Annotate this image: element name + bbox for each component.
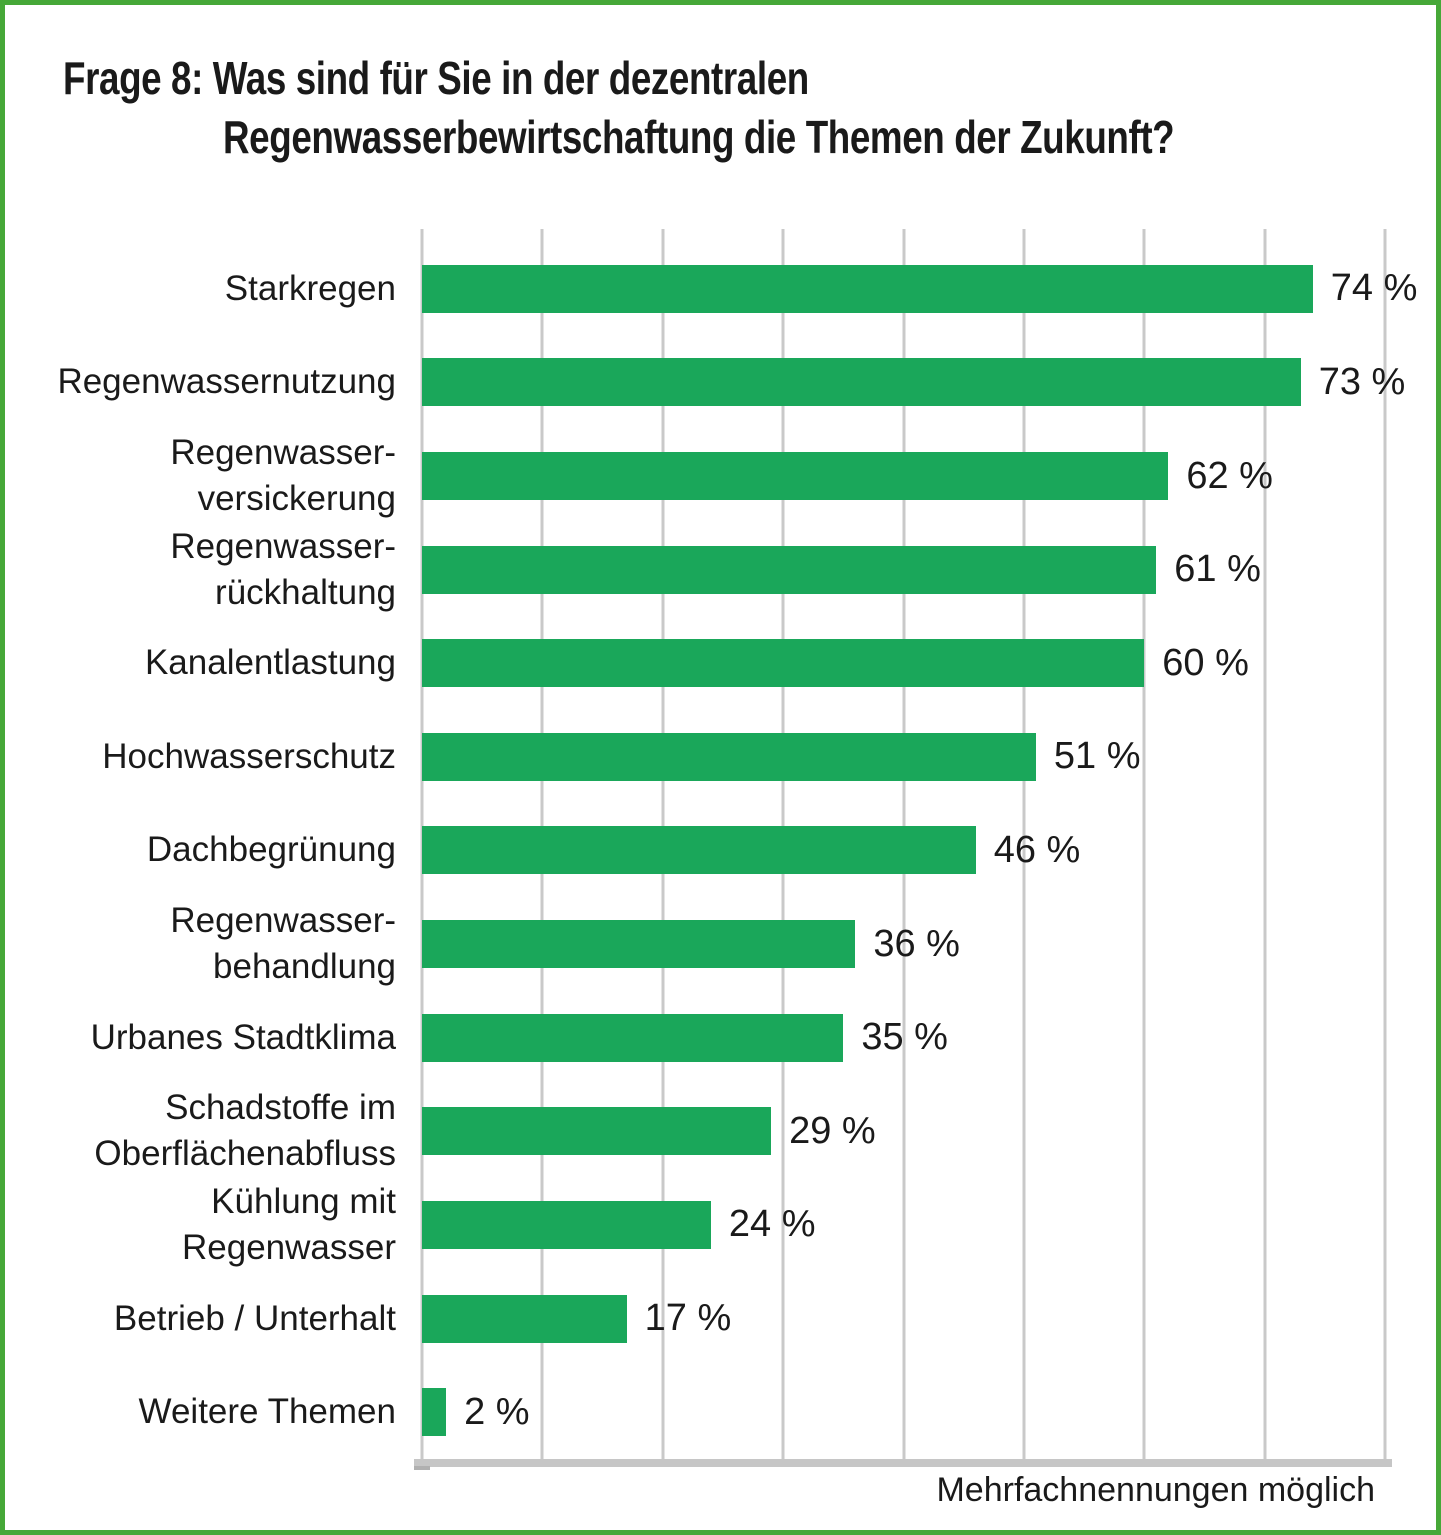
bar-row: Dachbegrünung 46 % [35,804,1385,898]
bar [422,826,976,875]
gridline [1022,229,1026,1460]
bar [422,1294,627,1343]
title-line-1: Frage 8: Was sind für Sie in der dezentr… [63,52,809,104]
bar-zone: 62 % [422,429,1385,523]
category-label: Kanalentlastung [144,643,396,683]
category-label: Regenwasser- versickerung [170,433,396,519]
bar-zone: 36 % [422,897,1385,991]
category-label: Weitere Themen [138,1392,396,1432]
page-title: Frage 8: Was sind für Sie in der dezentr… [63,49,1175,167]
bar-row: Regenwasser- rückhaltung 61 % [35,523,1385,617]
value-label: 2 % [464,1390,530,1433]
bar-zone: 29 % [422,1084,1385,1178]
value-label: 35 % [861,1016,948,1059]
bar [422,920,856,969]
category-label: Betrieb / Unterhalt [113,1298,396,1338]
bar-zone: 51 % [422,710,1385,804]
value-label: 60 % [1162,641,1249,684]
gridline [1263,229,1267,1460]
bar [422,264,1313,313]
bar [422,1013,844,1062]
bar-row: Regenwasser- behandlung 36 % [35,897,1385,991]
bar-row: Schadstoffe im Oberflächenabfluss 29 % [35,1084,1385,1178]
bar-zone: 46 % [422,804,1385,898]
value-label: 46 % [993,828,1081,871]
value-label: 62 % [1186,454,1273,497]
bar-row: Regenwasser- versickerung 62 % [35,429,1385,523]
category-label: Starkregen [224,268,396,308]
bar [422,1107,772,1156]
value-label: 61 % [1174,548,1261,591]
value-label: 74 % [1330,267,1418,310]
bar-row: Betrieb / Unterhalt 17 % [35,1272,1385,1366]
category-label: Hochwasserschutz [102,736,396,776]
bar-row: Kanalentlastung 60 % [35,616,1385,710]
gridline [1142,229,1146,1460]
bar-zone: 35 % [422,991,1385,1085]
bar-row: Regenwassernutzung 73 % [35,336,1405,430]
bar-zone: 74 % [422,242,1417,336]
bar-zone: 2 % [422,1365,1385,1459]
value-label: 24 % [728,1203,816,1246]
bar [422,1388,447,1437]
bar-zone: 24 % [422,1178,1385,1272]
bar-row: Urbanes Stadtklima 35 % [35,991,1385,1085]
bar [422,1200,711,1249]
value-label: 73 % [1318,360,1406,403]
bar-row: Starkregen 74 % [35,242,1417,336]
bar-zone: 60 % [422,616,1385,710]
bar-row: Kühlung mit Regenwasser 24 % [35,1178,1385,1272]
bar-zone: 61 % [422,523,1385,617]
footnote: Mehrfachnennungen möglich [936,1471,1375,1509]
bar [422,358,1301,407]
bar-zone: 17 % [422,1272,1385,1366]
title-line-2: Regenwasserbewirtschaftung die Themen de… [223,111,1175,163]
category-label: Schadstoffe im Oberflächenabfluss [94,1088,396,1174]
category-label: Urbanes Stadtklima [90,1017,396,1057]
value-label: 17 % [644,1297,732,1339]
bar-zone: 73 % [422,336,1405,430]
bar [422,639,1145,688]
bar-row: Weitere Themen 2 % [35,1365,1385,1459]
bar [422,732,1036,781]
value-label: 51 % [1053,735,1141,778]
category-label: Dachbegrünung [146,830,396,870]
value-label: 29 % [789,1109,876,1152]
bar-row: Hochwasserschutz 51 % [35,710,1385,804]
category-label: Regenwasser- behandlung [170,901,396,987]
x-axis-line [414,1459,1392,1470]
bar-rows: Starkregen 74 % Regenwassernutzung 73 % Rege… [35,242,1417,1459]
bar [422,452,1169,501]
bar [422,545,1157,594]
gridline [1383,229,1387,1460]
value-label: 36 % [873,922,960,965]
category-label: Regenwassernutzung [57,362,396,402]
category-label: Kühlung mit Regenwasser [182,1181,396,1267]
category-label: Regenwasser- rückhaltung [170,526,396,612]
